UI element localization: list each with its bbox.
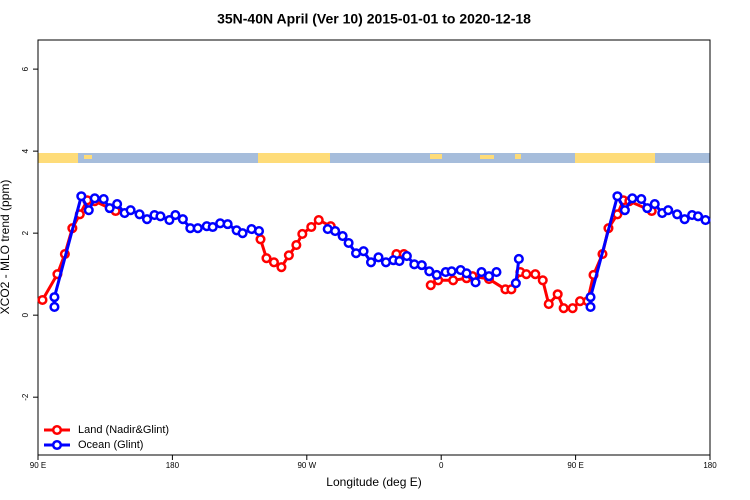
data-point	[306, 221, 317, 233]
data-point	[416, 260, 427, 271]
data-point	[491, 267, 502, 278]
y-tick-label: 2	[21, 230, 30, 235]
data-point	[207, 221, 218, 233]
data-point	[49, 301, 60, 313]
data-point	[237, 228, 248, 239]
data-point	[125, 205, 136, 216]
data-point	[222, 219, 233, 230]
data-point	[268, 257, 279, 268]
data-point	[104, 203, 115, 214]
data-point	[365, 257, 377, 268]
data-point	[585, 301, 596, 313]
data-point	[337, 230, 348, 242]
data-point	[510, 278, 521, 289]
data-point	[291, 239, 302, 251]
data-point	[255, 234, 266, 245]
data-point	[470, 277, 481, 288]
chart-title: 35N-40N April (Ver 10) 2015-01-01 to 202…	[217, 11, 531, 27]
data-point	[530, 269, 541, 280]
land-ocean-strip	[38, 153, 710, 163]
plot-frame	[37, 39, 711, 456]
legend-label: Ocean (Glint)	[78, 439, 143, 451]
x-tick-label: 0	[439, 461, 444, 470]
data-point	[297, 228, 308, 240]
data-point	[431, 269, 442, 281]
data-point	[552, 289, 563, 300]
data-point	[700, 214, 711, 226]
legend-marker	[51, 424, 63, 436]
data-point	[558, 303, 569, 314]
data-point	[170, 210, 181, 221]
data-point	[177, 214, 188, 225]
data-point	[649, 198, 660, 210]
data-point	[585, 292, 596, 303]
data-point	[155, 211, 166, 222]
data-point	[483, 271, 495, 282]
data-point	[89, 193, 100, 204]
data-point	[330, 226, 341, 237]
data-point	[192, 223, 203, 234]
data-point	[521, 269, 532, 280]
data-point	[276, 262, 287, 273]
x-tick-label: 180	[703, 461, 717, 470]
data-point	[448, 275, 459, 286]
y-tick-label: 4	[21, 148, 30, 153]
data-point	[141, 214, 153, 225]
data-point	[537, 275, 548, 286]
legend-label: Land (Nadir&Glint)	[78, 424, 169, 436]
data-point	[394, 255, 405, 267]
data-point	[642, 203, 653, 214]
data-point	[446, 266, 457, 277]
x-tick-label: 180	[166, 461, 180, 470]
legend-marker	[51, 439, 63, 451]
data-point	[164, 214, 175, 226]
y-tick-label: 0	[21, 312, 30, 317]
data-point	[358, 246, 369, 257]
x-tick-label: 90 E	[567, 461, 583, 470]
data-point	[134, 209, 145, 220]
data-point	[693, 211, 704, 222]
data-point	[679, 214, 690, 225]
data-point	[76, 191, 87, 202]
x-tick-label: 90 E	[30, 461, 46, 470]
x-tick-label: 90 W	[297, 461, 316, 470]
y-tick-label: 6	[21, 66, 30, 71]
y-tick-label: -2	[21, 393, 30, 401]
data-point	[83, 205, 94, 216]
data-point	[343, 237, 354, 249]
data-point	[567, 303, 578, 314]
data-point	[513, 253, 524, 265]
data-point	[543, 299, 554, 310]
data-point	[425, 280, 436, 291]
data-point	[672, 209, 683, 220]
x-axis-label: Longitude (deg E)	[326, 475, 421, 489]
data-point	[636, 194, 647, 205]
data-point	[98, 194, 109, 205]
data-point	[401, 251, 412, 262]
data-point	[461, 268, 472, 279]
data-point	[424, 266, 435, 277]
data-point	[261, 253, 272, 264]
data-point	[49, 292, 60, 303]
data-point	[283, 250, 294, 261]
data-point	[476, 267, 487, 278]
data-point	[253, 226, 265, 237]
data-point	[627, 193, 638, 204]
data-point	[373, 252, 384, 263]
data-point	[37, 294, 48, 306]
data-point	[112, 198, 123, 210]
data-point	[619, 205, 630, 216]
data-point	[663, 205, 674, 216]
data-point	[612, 191, 623, 202]
data-point	[313, 214, 324, 226]
y-axis-label: XCO2 - MLO trend (ppm)	[0, 180, 12, 315]
